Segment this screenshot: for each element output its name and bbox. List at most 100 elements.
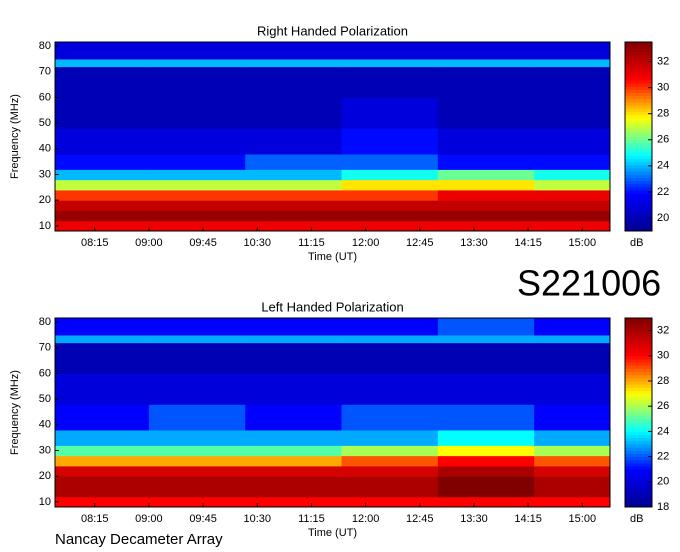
colorbar-step xyxy=(625,158,652,163)
colorbar-step xyxy=(625,127,652,131)
colorbar-step xyxy=(625,384,652,388)
colorbar-step xyxy=(625,180,652,185)
x-tick-label: 14:15 xyxy=(514,513,542,525)
heat-cell xyxy=(55,66,150,98)
heat-cell xyxy=(437,210,535,222)
colorbar-step xyxy=(625,155,652,160)
colorbar-step xyxy=(625,330,652,335)
heat-cell xyxy=(245,58,343,68)
heat-cell xyxy=(55,58,150,68)
heat-cell xyxy=(534,169,611,181)
heat-cell xyxy=(245,189,343,201)
heat-cell xyxy=(534,429,611,446)
colorbar-step xyxy=(625,161,652,166)
heat-cell xyxy=(55,128,150,155)
colorbar-step xyxy=(625,114,652,119)
colorbar-step xyxy=(625,494,652,499)
heat-cell xyxy=(534,128,611,155)
heat-cell xyxy=(437,445,535,457)
colorbar-step xyxy=(625,186,652,191)
heat-cell xyxy=(245,200,343,211)
heat-cell xyxy=(55,334,150,344)
colorbar-step xyxy=(625,488,652,492)
colorbar-step xyxy=(625,459,652,464)
colorbar-step xyxy=(625,447,652,451)
heat-cell xyxy=(534,97,611,129)
heat-cell xyxy=(341,169,439,181)
colorbar-step xyxy=(625,149,652,153)
stamp: S221006 xyxy=(517,263,661,304)
colorbar-step xyxy=(625,136,652,141)
heat-cell xyxy=(148,169,246,181)
colorbar-step xyxy=(625,224,652,229)
colorbar-step xyxy=(625,101,652,106)
x-tick-label: 11:15 xyxy=(298,237,325,249)
colorbar-step xyxy=(625,48,652,52)
y-tick-label: 20 xyxy=(39,194,51,206)
heat-cell xyxy=(437,169,535,181)
colorbar-step xyxy=(625,133,652,137)
heat-cell xyxy=(341,179,439,191)
heat-cell xyxy=(55,404,150,431)
heat-cell xyxy=(148,476,246,487)
heat-cell xyxy=(148,334,246,344)
heat-cell xyxy=(148,404,246,431)
heat-cell xyxy=(341,334,439,344)
plot-frame xyxy=(54,41,611,232)
heat-cell xyxy=(437,455,535,467)
colorbar-step xyxy=(625,51,652,56)
heat-cell xyxy=(245,153,343,170)
x-tick-label: 10:30 xyxy=(243,513,271,525)
y-axis-label: Frequency (MHz) xyxy=(9,370,21,455)
heat-cell xyxy=(341,342,439,374)
y-tick-label: 80 xyxy=(39,40,51,52)
heat-cell xyxy=(245,373,343,405)
colorbar-step xyxy=(625,142,652,147)
colorbar-step xyxy=(625,108,652,112)
heat-cell xyxy=(148,128,246,155)
colorbar-tick-label: 32 xyxy=(657,325,669,337)
plot-frame xyxy=(54,317,611,508)
colorbar-frame xyxy=(624,41,653,232)
colorbar-step xyxy=(625,327,652,332)
colorbar-step xyxy=(625,45,652,49)
heat-cell xyxy=(245,465,343,477)
heat-cell xyxy=(341,465,439,477)
colorbar-step xyxy=(625,481,652,486)
heat-cell xyxy=(245,42,343,60)
heat-cell xyxy=(534,189,611,201)
y-tick-label: 10 xyxy=(39,496,51,508)
x-tick-label: 10:30 xyxy=(243,237,271,249)
heat-cell xyxy=(534,66,611,98)
colorbar-step xyxy=(625,202,652,207)
heat-cell xyxy=(148,66,246,98)
colorbar-step xyxy=(625,406,652,410)
x-tick-label: 15:00 xyxy=(569,513,597,525)
heat-cell xyxy=(534,179,611,191)
heat-cell xyxy=(148,318,246,336)
colorbar-step xyxy=(625,145,652,150)
heat-cell xyxy=(55,220,150,232)
colorbar-step xyxy=(625,130,652,134)
colorbar-tick-label: 28 xyxy=(657,108,669,120)
colorbar-step xyxy=(625,92,652,97)
heat-cell xyxy=(55,200,150,211)
colorbar-step xyxy=(625,462,652,467)
colorbar-step xyxy=(625,117,652,122)
heat-cell xyxy=(437,496,535,508)
colorbar-tick-label: 30 xyxy=(657,350,669,362)
heat-cell xyxy=(341,445,439,457)
colorbar-step xyxy=(625,466,652,470)
heat-cell xyxy=(245,404,343,431)
x-tick-label: 13:30 xyxy=(460,513,488,525)
heat-cell xyxy=(148,220,246,232)
heat-cell xyxy=(341,404,439,431)
heat-cell xyxy=(148,210,246,222)
colorbar-step xyxy=(625,333,652,338)
y-tick-label: 50 xyxy=(39,117,51,129)
colorbar-step xyxy=(625,152,652,156)
heat-cell xyxy=(148,486,246,498)
heat-cell xyxy=(55,476,150,487)
colorbar-step xyxy=(625,450,652,454)
